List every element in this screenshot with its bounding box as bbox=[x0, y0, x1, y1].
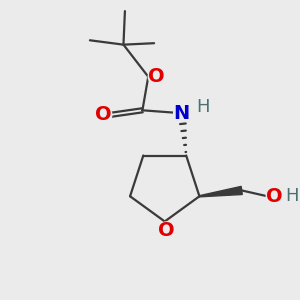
Text: O: O bbox=[158, 221, 175, 240]
Text: H: H bbox=[196, 98, 210, 116]
Text: O: O bbox=[148, 67, 165, 86]
Circle shape bbox=[95, 106, 112, 123]
Text: O: O bbox=[266, 187, 283, 206]
Circle shape bbox=[266, 188, 283, 204]
Circle shape bbox=[174, 105, 190, 122]
Text: H: H bbox=[286, 187, 299, 205]
Text: O: O bbox=[95, 105, 112, 124]
Circle shape bbox=[148, 69, 165, 85]
Circle shape bbox=[158, 222, 174, 238]
Text: N: N bbox=[174, 104, 190, 123]
Polygon shape bbox=[199, 186, 242, 197]
